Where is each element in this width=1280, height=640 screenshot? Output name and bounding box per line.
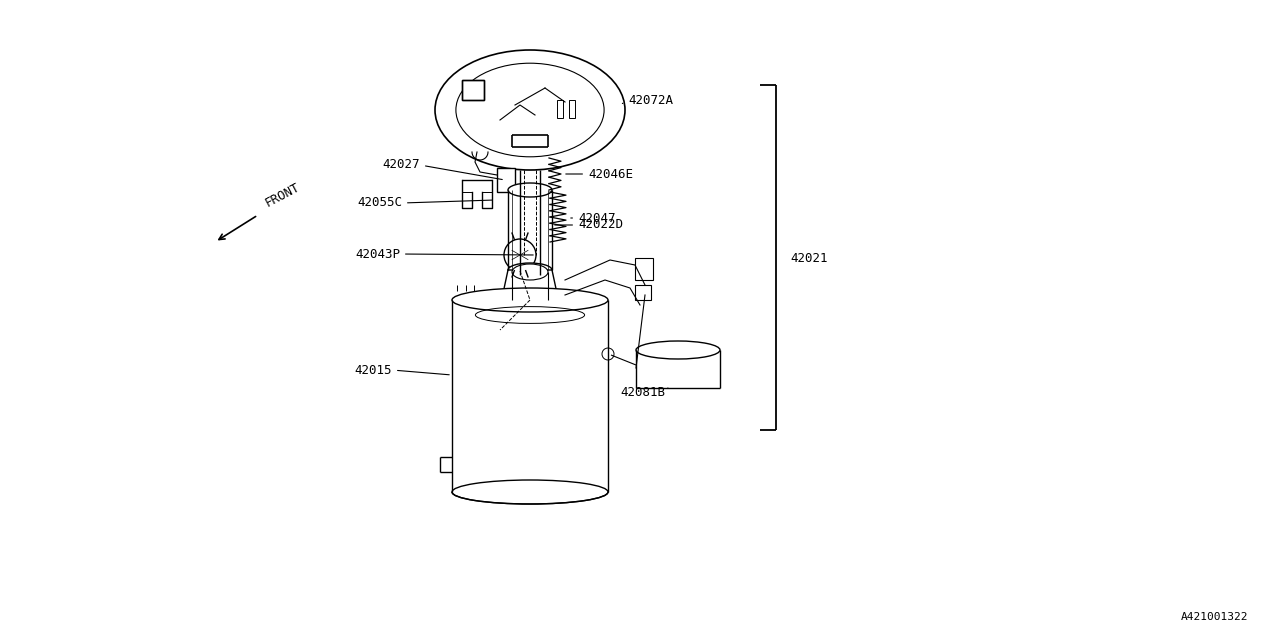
Bar — [635, 258, 653, 280]
Ellipse shape — [502, 292, 558, 304]
Ellipse shape — [512, 264, 548, 280]
Text: FRONT: FRONT — [262, 181, 302, 210]
Ellipse shape — [508, 183, 552, 197]
Polygon shape — [502, 270, 558, 298]
Text: 42043P: 42043P — [355, 248, 534, 260]
Ellipse shape — [452, 288, 608, 312]
Bar — [462, 80, 484, 100]
Text: 42015: 42015 — [355, 364, 449, 376]
Text: A421001322: A421001322 — [1180, 612, 1248, 622]
Text: 42022D: 42022D — [554, 218, 623, 232]
Text: 42081B: 42081B — [620, 385, 668, 399]
Text: 42047: 42047 — [571, 211, 616, 225]
Text: 42072A: 42072A — [622, 93, 673, 106]
Text: 42046E: 42046E — [566, 168, 634, 180]
Bar — [557, 100, 563, 118]
Bar — [635, 285, 652, 300]
Text: 42021: 42021 — [790, 252, 827, 264]
Ellipse shape — [636, 341, 719, 359]
Text: 42027: 42027 — [383, 159, 502, 179]
Ellipse shape — [508, 263, 552, 277]
Ellipse shape — [452, 480, 608, 504]
Bar — [570, 100, 575, 118]
Text: 42055C: 42055C — [357, 196, 493, 209]
Circle shape — [602, 348, 614, 360]
Bar — [497, 168, 515, 192]
Bar — [462, 80, 484, 100]
Circle shape — [504, 239, 536, 271]
